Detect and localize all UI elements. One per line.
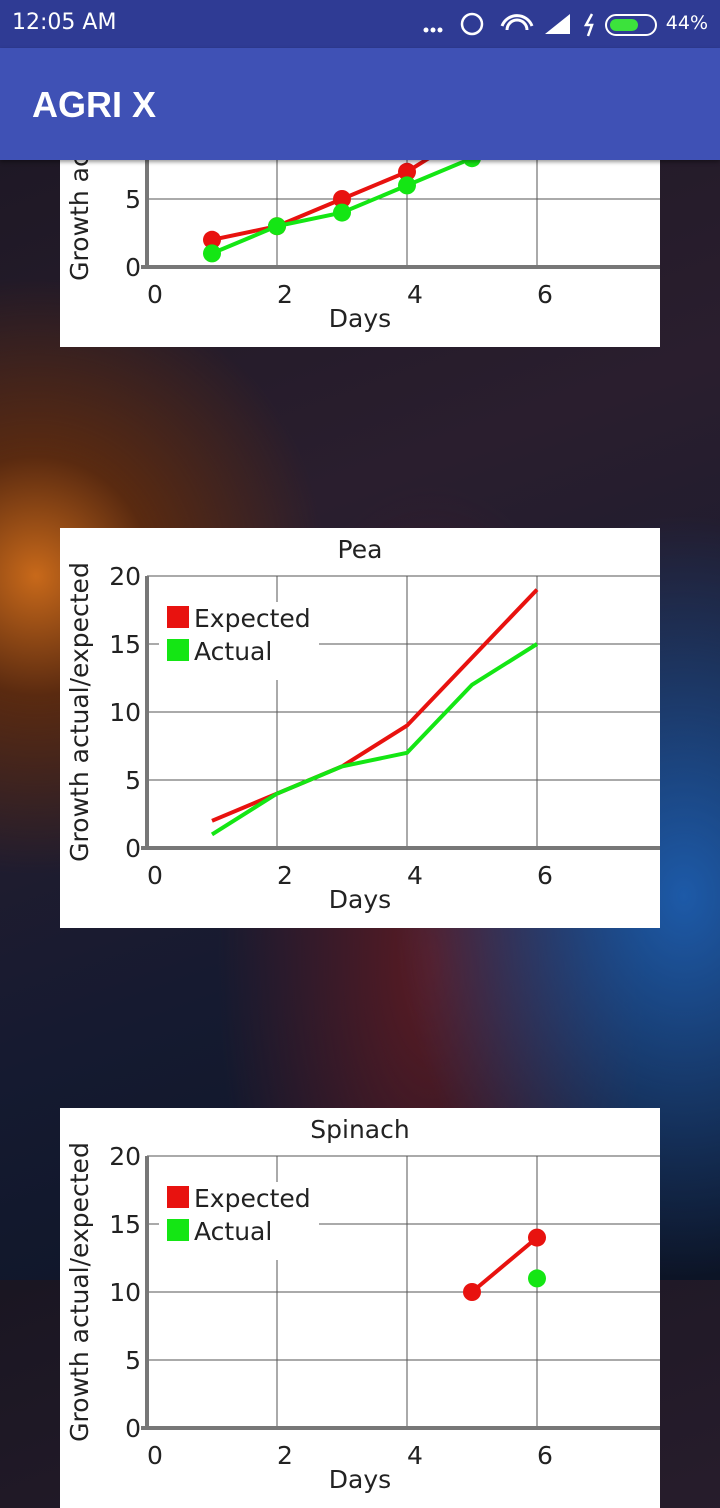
x-axis-label: Days	[329, 304, 391, 333]
chart-card: Pea0510152002468DaysGrowth actual/expect…	[60, 528, 660, 928]
y-tick-label: 5	[125, 766, 141, 795]
x-tick-label: 2	[277, 1441, 293, 1470]
x-axis-label: Days	[329, 885, 391, 914]
y-tick-label: 10	[109, 1278, 141, 1307]
status-bar: 12:05 AM 44%	[0, 0, 720, 48]
chart-card: Spinach0510152002468DaysGrowth actual/ex…	[60, 1108, 660, 1508]
legend-label: Expected	[194, 1184, 311, 1213]
y-axis-label: Growth actual/expected	[65, 562, 94, 862]
y-tick-label: 0	[125, 253, 141, 282]
legend-label: Expected	[194, 604, 311, 633]
y-tick-label: 5	[125, 1346, 141, 1375]
series-line	[210, 642, 539, 837]
x-tick-label: 0	[147, 1441, 163, 1470]
status-icons	[423, 12, 657, 37]
data-point	[528, 1269, 546, 1288]
y-tick-label: 15	[109, 630, 141, 659]
y-tick-label: 5	[125, 185, 141, 214]
x-tick-label: 6	[537, 1441, 553, 1470]
x-tick-label: 2	[277, 280, 293, 309]
y-axis-label: Growth actual/expected	[65, 1142, 94, 1442]
y-tick-label: 10	[109, 698, 141, 727]
x-tick-label: 2	[277, 861, 293, 890]
x-tick-label: 6	[537, 280, 553, 309]
x-tick-label: 4	[407, 280, 423, 309]
data-point	[333, 203, 351, 222]
series-line	[470, 1236, 539, 1294]
y-tick-label: 0	[125, 834, 141, 863]
chart-title: Spinach	[310, 1115, 409, 1144]
legend-swatch	[167, 639, 189, 661]
x-tick-label: 0	[147, 280, 163, 309]
legend-label: Actual	[194, 637, 272, 666]
data-point	[398, 162, 416, 181]
battery-level: 44%	[665, 12, 708, 34]
clock: 12:05 AM	[12, 10, 117, 35]
data-point	[203, 230, 221, 249]
app-title: AGRI X	[32, 84, 157, 125]
data-point	[463, 1283, 481, 1301]
x-tick-label: 0	[147, 861, 163, 890]
app-bar: AGRI X	[0, 48, 720, 160]
data-point	[268, 217, 286, 236]
x-tick-label: 6	[537, 861, 553, 890]
legend-swatch	[167, 1219, 189, 1241]
data-point	[333, 190, 351, 208]
legend-label: Actual	[194, 1217, 272, 1246]
data-point	[528, 1228, 546, 1247]
data-point	[203, 244, 221, 263]
x-tick-label: 4	[407, 861, 423, 890]
legend-swatch	[167, 606, 189, 628]
y-tick-label: 20	[109, 1142, 141, 1171]
x-axis-label: Days	[329, 1465, 391, 1494]
y-tick-label: 20	[109, 562, 141, 591]
legend-swatch	[167, 1186, 189, 1208]
chart-title: Pea	[338, 535, 383, 564]
y-tick-label: 15	[109, 1210, 141, 1239]
y-tick-label: 0	[125, 1414, 141, 1443]
x-tick-label: 4	[407, 1441, 423, 1470]
data-point	[398, 176, 416, 195]
